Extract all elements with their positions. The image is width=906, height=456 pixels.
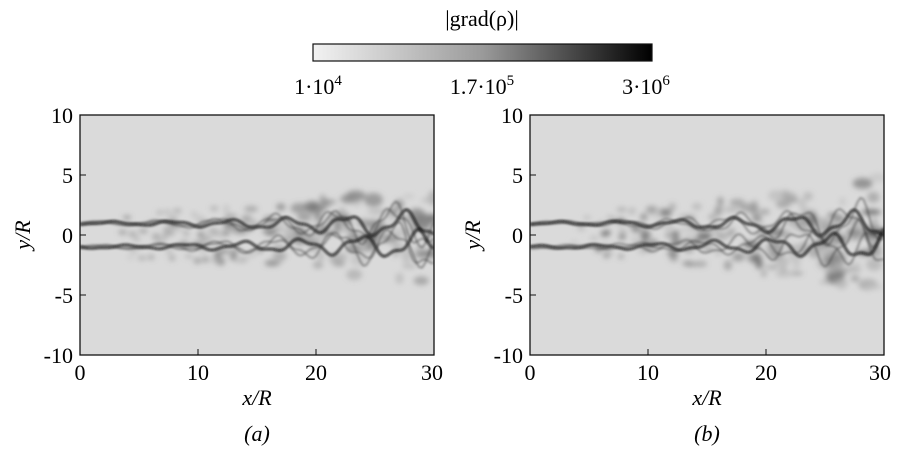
panel-a: 10 5 0 -5 -10 0 10 20 30 x/R y/R (a) bbox=[10, 103, 443, 446]
y-tick-label: -5 bbox=[505, 283, 523, 308]
x-axis-label: x/R bbox=[241, 385, 272, 410]
y-tick-label: 0 bbox=[62, 223, 73, 248]
x-tick-label: 10 bbox=[187, 360, 209, 385]
y-tick-label: -10 bbox=[44, 343, 73, 368]
y-tick-label: 10 bbox=[51, 103, 73, 128]
ticks bbox=[80, 114, 317, 355]
colorbar: |grad(ρ)| 1·104 1.7·105 3·106 bbox=[294, 6, 670, 99]
y-axis-label: y/R bbox=[460, 220, 485, 252]
colorbar-gradient bbox=[312, 43, 653, 62]
panel-label: (a) bbox=[244, 421, 270, 446]
y-tick-label: 5 bbox=[512, 163, 523, 188]
x-tick-label: 20 bbox=[305, 360, 327, 385]
x-tick-label: 30 bbox=[421, 360, 443, 385]
colorbar-tick-label: 3·106 bbox=[622, 73, 670, 99]
x-tick-label: 30 bbox=[869, 360, 891, 385]
y-axis-label: y/R bbox=[10, 220, 35, 252]
x-tick-label: 20 bbox=[755, 360, 777, 385]
colorbar-title: |grad(ρ)| bbox=[445, 6, 519, 31]
flow-field bbox=[80, 190, 434, 286]
y-tick-label: -5 bbox=[55, 283, 73, 308]
x-tick-label: 0 bbox=[525, 360, 536, 385]
colorbar-tick-label: 1·104 bbox=[294, 73, 342, 99]
panel-b: 10 5 0 -5 -10 0 10 20 30 x/R y/R (b) bbox=[460, 103, 891, 446]
colorbar-tick-label: 1.7·105 bbox=[450, 73, 514, 99]
y-tick-label: 5 bbox=[62, 163, 73, 188]
x-tick-label: 0 bbox=[75, 360, 86, 385]
panel-label: (b) bbox=[694, 421, 720, 446]
x-tick-label: 10 bbox=[637, 360, 659, 385]
flow-field bbox=[530, 173, 884, 291]
y-tick-label: 0 bbox=[512, 223, 523, 248]
x-axis-label: x/R bbox=[691, 385, 722, 410]
ticks bbox=[530, 114, 767, 355]
y-tick-label: -10 bbox=[494, 343, 523, 368]
y-tick-label: 10 bbox=[501, 103, 523, 128]
